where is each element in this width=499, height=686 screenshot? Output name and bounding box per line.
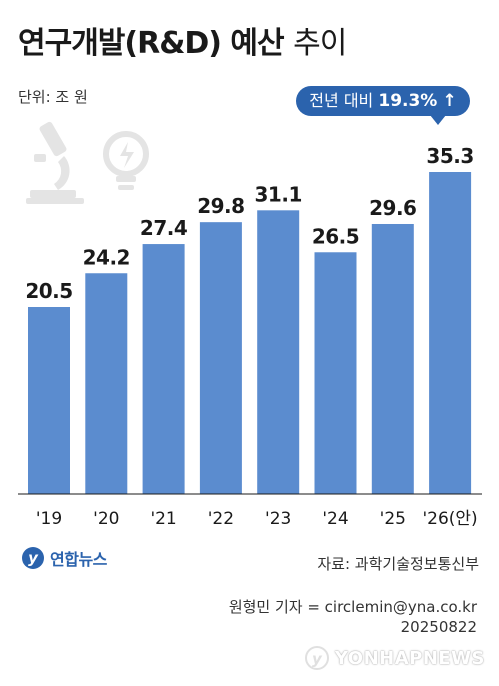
x-tick-label: '21: [150, 509, 176, 529]
unit-label: 단위: 조 원: [18, 88, 88, 106]
lightbulb-icon: [103, 131, 149, 190]
x-tick-label: '22: [208, 509, 234, 529]
microscope-icon: [26, 121, 84, 204]
bar: [314, 252, 357, 494]
bar: [429, 172, 472, 494]
callout-value: 19.3%: [378, 91, 438, 111]
research-decoration: [26, 121, 149, 204]
bar-value-label: 20.5: [25, 279, 72, 303]
bar-value-label: 29.8: [197, 194, 244, 218]
bar-chart: 20.5 '19 24.2 '20 27.4 '21 29.8 '22 31.1 '23 26.5 '…: [18, 144, 482, 529]
publish-date: 20250822: [400, 618, 477, 636]
bar: [371, 223, 414, 495]
bar-value-label: 31.1: [255, 182, 302, 206]
bar-value-label: 29.6: [369, 196, 416, 220]
bar-value-label: 24.2: [83, 245, 130, 269]
bar: [199, 222, 242, 494]
x-tick-label: '19: [36, 509, 62, 529]
yonhap-logo: y 연합뉴스: [22, 546, 107, 570]
bar: [28, 307, 70, 494]
yoy-change-callout: 전년 대비 19.3% ↑: [296, 86, 470, 116]
title-main: 연구개발(R&D) 예산: [18, 26, 285, 61]
x-tick-label: '23: [265, 509, 291, 529]
bar: [142, 244, 185, 494]
bar: [257, 210, 300, 494]
bar-value-label: 35.3: [426, 144, 473, 168]
x-tick-label: '26(안): [422, 509, 477, 529]
logo-text: 연합뉴스: [50, 550, 107, 569]
yonhap-logo-icon: y: [22, 547, 44, 569]
up-arrow-icon: ↑: [442, 91, 457, 111]
bar-value-label: 27.4: [140, 216, 187, 240]
bar: [85, 273, 128, 494]
callout-prefix: 전년 대비: [309, 91, 374, 110]
page-title: 연구개발(R&D) 예산 추이: [18, 18, 347, 62]
x-tick-label: '24: [322, 509, 348, 529]
source-text: 자료: 과학기술정보통신부: [317, 555, 479, 573]
watermark-text: YONHAPNEWS: [334, 647, 485, 669]
x-tick-label: '20: [93, 509, 119, 529]
byline: 원형민 기자 = circlemin@yna.co.kr 20250822: [229, 597, 477, 637]
watermark: y YONHAPNEWS: [304, 646, 485, 670]
title-suffix: 추이: [293, 26, 347, 61]
watermark-logo-icon: y: [304, 646, 329, 670]
callout-pointer: [430, 115, 446, 125]
reporter-credit: 원형민 기자 = circlemin@yna.co.kr: [228, 598, 477, 616]
bar-value-label: 26.5: [312, 224, 359, 248]
x-tick-label: '25: [380, 509, 406, 529]
